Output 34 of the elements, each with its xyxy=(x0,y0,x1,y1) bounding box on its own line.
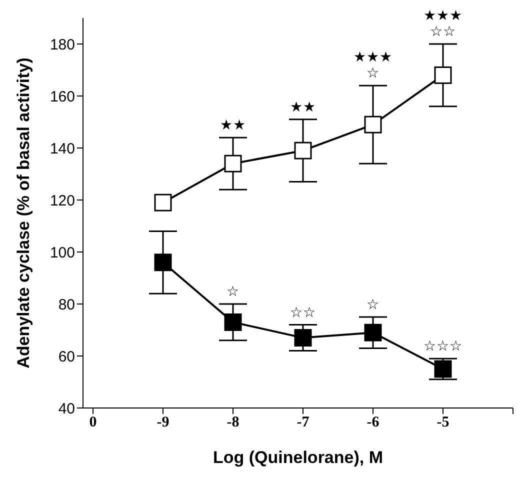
point xyxy=(294,142,312,160)
point xyxy=(434,66,452,84)
point xyxy=(154,254,172,272)
data-label: ★★★ ☆ xyxy=(354,48,392,81)
x-tick-label: -8 xyxy=(226,414,240,431)
x-tick-label: -7 xyxy=(296,414,310,431)
y-tick-label: 140 xyxy=(50,140,75,158)
point xyxy=(364,116,382,134)
point xyxy=(224,313,242,331)
point xyxy=(434,360,452,378)
x-axis-title: Log (Quinelorane), M xyxy=(213,448,383,467)
data-label: ☆☆ xyxy=(290,304,316,320)
x-tick-label: 0 xyxy=(89,414,97,431)
y-tick-label: 60 xyxy=(58,348,75,366)
y-axis-title: Adenylate cyclase (% of basal activity) xyxy=(14,58,34,368)
x-tick-label: -9 xyxy=(156,414,170,431)
data-label: ★★ xyxy=(220,116,246,133)
point xyxy=(294,329,312,347)
y-tick-label: 180 xyxy=(50,36,75,54)
data-label: ☆ xyxy=(366,296,380,312)
y-tick-label: 100 xyxy=(50,244,75,262)
x-tick-label: -6 xyxy=(366,414,380,431)
point xyxy=(154,194,172,212)
y-tick-label: 40 xyxy=(58,400,75,418)
y-tick-label: 80 xyxy=(58,296,75,314)
point xyxy=(224,154,242,172)
data-label: ☆ xyxy=(226,283,240,299)
point xyxy=(364,324,382,342)
data-label: ★★★ ☆☆ xyxy=(424,7,462,39)
data-label: ★★ xyxy=(290,98,316,114)
y-tick-label: 160 xyxy=(50,88,75,106)
y-tick-label: 120 xyxy=(50,192,75,210)
x-tick-label: -5 xyxy=(436,414,450,431)
data-label: ☆☆☆ xyxy=(424,338,462,354)
